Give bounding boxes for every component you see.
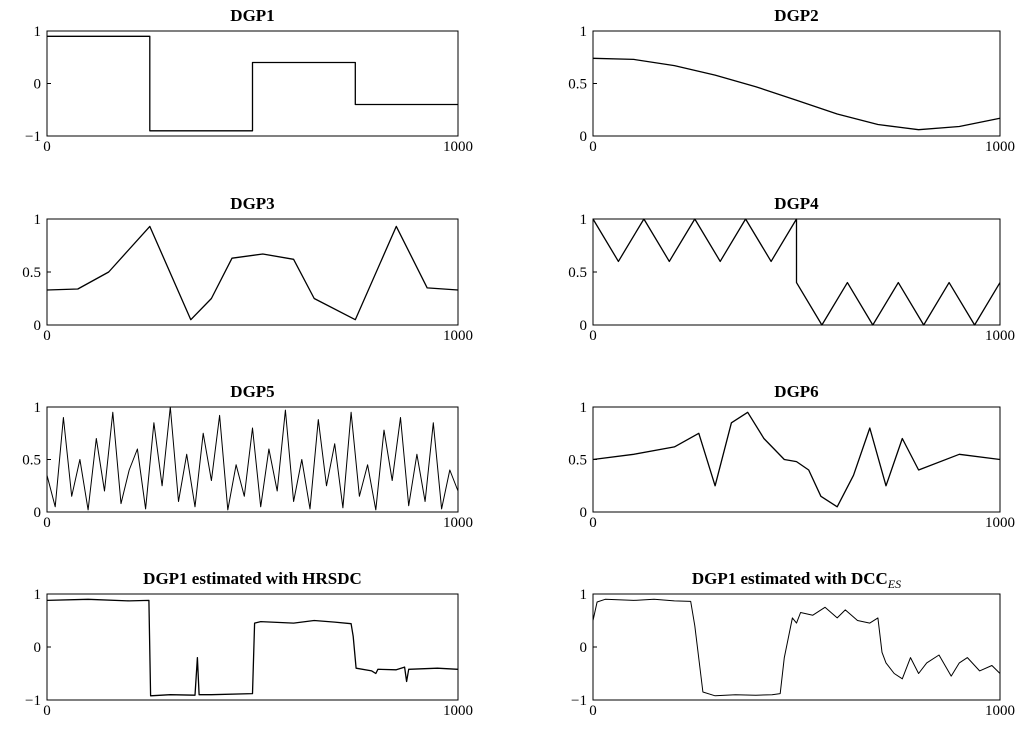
x-tick-label: 0 xyxy=(589,139,597,155)
y-tick-label: 1 xyxy=(580,24,588,40)
y-tick-label: 0 xyxy=(580,640,588,656)
y-tick-label: 0 xyxy=(34,318,42,334)
panel-title: DGP6 xyxy=(774,382,818,401)
plot-frame xyxy=(592,30,1001,137)
plot-frame xyxy=(46,406,459,513)
x-tick-label: 1000 xyxy=(443,328,473,344)
series-line xyxy=(46,598,459,697)
panel-dgp3: DGP3 1 0.5 00 1000 xyxy=(22,194,473,344)
x-tick-label: 0 xyxy=(43,515,51,531)
y-tick-label: 1 xyxy=(580,587,588,603)
y-tick-label: 1 xyxy=(580,400,588,416)
panel-title: DGP2 xyxy=(774,6,818,25)
panel-dgp5: DGP5 1 0.5 00 1000 xyxy=(22,382,473,531)
panel-title: DGP1 estimated with DCCES xyxy=(692,569,901,591)
panel-dgp6: DGP6 1 0.5 00 1000 xyxy=(568,382,1015,531)
x-tick-label: 1000 xyxy=(985,139,1015,155)
x-tick-label: 1000 xyxy=(985,703,1015,719)
plot-frame xyxy=(592,406,1001,513)
series-line xyxy=(592,598,1001,697)
y-tick-label: 0 xyxy=(580,318,588,334)
y-tick-label: 0 xyxy=(580,129,588,145)
series-line xyxy=(592,218,1001,326)
x-tick-label: 1000 xyxy=(443,515,473,531)
x-tick-label: 0 xyxy=(43,139,51,155)
y-tick-label: 0.5 xyxy=(22,453,41,469)
x-tick-label: 0 xyxy=(43,328,51,344)
y-tick-label: 0 xyxy=(34,640,42,656)
y-tick-label: 0 xyxy=(34,505,42,521)
y-tick-label: −1 xyxy=(25,693,41,709)
x-tick-label: 1000 xyxy=(443,703,473,719)
x-tick-label: 1000 xyxy=(443,139,473,155)
y-tick-label: 0.5 xyxy=(22,265,41,281)
y-tick-label: 0.5 xyxy=(568,265,587,281)
x-tick-label: 0 xyxy=(589,515,597,531)
y-tick-label: 1 xyxy=(34,587,42,603)
panel-title: DGP1 xyxy=(230,6,274,25)
series-line xyxy=(592,411,1001,508)
y-tick-label: −1 xyxy=(25,129,41,145)
y-tick-label: 0.5 xyxy=(568,77,587,93)
y-tick-label: 1 xyxy=(580,212,588,228)
x-tick-label: 0 xyxy=(589,703,597,719)
y-tick-label: 0.5 xyxy=(568,453,587,469)
series-line xyxy=(47,35,458,132)
y-tick-label: 1 xyxy=(34,212,42,228)
panel-title: DGP3 xyxy=(230,194,274,213)
panel-dgp2: DGP2 1 0.5 00 1000 xyxy=(568,6,1015,155)
plot-frame xyxy=(592,593,1001,701)
panel-title-subscript: ES xyxy=(887,577,901,591)
panel-dgp4: DGP4 1 0.5 00 1000 xyxy=(568,194,1015,344)
y-tick-label: 1 xyxy=(34,400,42,416)
y-tick-label: 0 xyxy=(580,505,588,521)
series-line xyxy=(592,57,1001,131)
y-tick-label: −1 xyxy=(571,693,587,709)
panel-title: DGP1 estimated with HRSDC xyxy=(143,569,362,588)
x-tick-label: 1000 xyxy=(985,515,1015,531)
series-line xyxy=(46,406,459,511)
panel-title: DGP5 xyxy=(230,382,274,401)
panel-title: DGP4 xyxy=(774,194,819,213)
x-tick-label: 0 xyxy=(43,703,51,719)
y-tick-label: 0 xyxy=(34,77,42,93)
x-tick-label: 1000 xyxy=(985,328,1015,344)
x-tick-label: 0 xyxy=(589,328,597,344)
y-tick-label: 1 xyxy=(34,24,42,40)
series-line xyxy=(46,225,459,321)
